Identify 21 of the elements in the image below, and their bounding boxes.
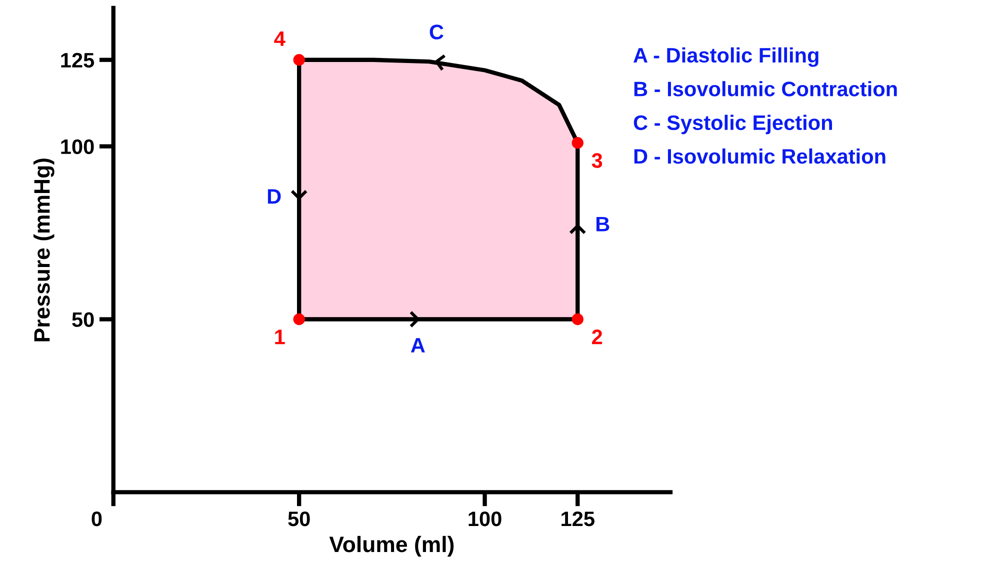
annotation: A bbox=[410, 338, 425, 352]
x-axis-title: Volume (ml) bbox=[329, 536, 454, 557]
annotation: B - Isovolumic Contraction bbox=[634, 81, 897, 96]
annotation: 3 bbox=[592, 153, 602, 168]
annotation: 4 bbox=[274, 31, 286, 46]
annotation: 1 bbox=[275, 330, 285, 344]
annotation: D - Isovolumic Relaxation bbox=[634, 148, 886, 164]
y-axis-title: Pressure (mmHg) bbox=[34, 158, 54, 342]
x-tick-label: 125 bbox=[562, 512, 594, 526]
x-tick-label: 100 bbox=[468, 512, 502, 526]
annotation: A - Diastolic Filling bbox=[634, 47, 818, 67]
y-tick-label: 100 bbox=[61, 139, 94, 154]
annotation: D bbox=[268, 189, 281, 204]
annotation: C - Systolic Ejection bbox=[634, 114, 832, 134]
x-tick-label: 0 bbox=[92, 512, 102, 526]
annotation: C bbox=[430, 24, 444, 40]
annotation: B bbox=[596, 216, 610, 232]
x-tick-label: 50 bbox=[288, 512, 310, 526]
y-tick-label: 125 bbox=[61, 52, 94, 68]
y-tick-label: 50 bbox=[72, 312, 94, 328]
annotation: 2 bbox=[592, 330, 602, 344]
